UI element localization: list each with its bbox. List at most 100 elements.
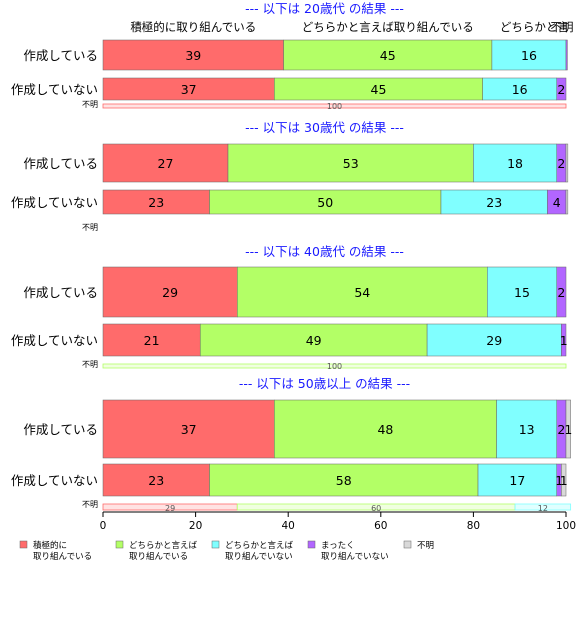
data-label: 1 <box>560 333 568 348</box>
x-tick-label: 0 <box>100 520 107 532</box>
bar-segment <box>283 39 493 71</box>
x-tick-label: 20 <box>189 520 202 532</box>
bar-segment <box>561 463 567 497</box>
row-label: 作成している <box>23 285 98 300</box>
data-label: 1 <box>555 473 563 488</box>
data-label: 29 <box>486 333 502 348</box>
data-label: 23 <box>148 195 164 210</box>
bar-segment <box>565 143 569 183</box>
bar-segment <box>209 463 479 497</box>
header-label: 不明 <box>551 20 574 34</box>
data-label: 100 <box>327 102 342 111</box>
bar-segment <box>556 266 567 318</box>
x-tick-label: 100 <box>556 520 576 532</box>
legend-swatch <box>403 540 412 549</box>
bar-segment <box>496 399 557 459</box>
legend-label: どちらかと言えば <box>225 540 294 551</box>
legend-label: 不明 <box>417 541 434 551</box>
data-label: 1 <box>564 422 572 437</box>
data-label: 18 <box>507 156 523 171</box>
legend-swatch <box>115 540 124 549</box>
data-label: 4 <box>553 195 561 210</box>
bar-segment <box>102 323 201 357</box>
data-label: 27 <box>158 156 174 171</box>
bar-segment <box>199 323 428 357</box>
data-label: 23 <box>148 473 164 488</box>
data-label: 48 <box>377 422 393 437</box>
bar-segment <box>237 266 488 318</box>
panel-title: --- 以下は 20歳代 の結果 --- <box>245 1 404 16</box>
header-label: どちらかと言 <box>500 20 569 34</box>
bar-segment <box>487 266 557 318</box>
row-label: 作成している <box>23 48 98 63</box>
data-label: 2 <box>557 422 565 437</box>
data-label: 50 <box>317 195 333 210</box>
row-label: 作成していない <box>11 195 98 210</box>
data-label: 53 <box>343 156 359 171</box>
legend-label: 取り組んでいない <box>321 551 389 562</box>
header-label: 積極的に取り組んでいる <box>130 20 256 34</box>
data-label: 54 <box>354 285 370 300</box>
row-label: 不明 <box>82 500 98 509</box>
data-label: 16 <box>521 48 537 63</box>
data-label: 29 <box>162 285 178 300</box>
bar-segment <box>274 399 497 459</box>
panel-title: --- 以下は 30歳代 の結果 --- <box>245 120 404 135</box>
x-tick-label: 60 <box>374 520 387 532</box>
row-label: 作成していない <box>11 82 98 97</box>
data-label: 39 <box>185 48 201 63</box>
data-label: 2 <box>557 82 565 97</box>
data-label: 29 <box>165 504 175 513</box>
bar-segment <box>565 189 569 215</box>
data-label: 37 <box>181 82 197 97</box>
data-label: 21 <box>144 333 160 348</box>
legend-label: どちらかと言えば <box>129 540 198 551</box>
data-label: 60 <box>371 504 381 513</box>
row-label: 不明 <box>82 223 98 232</box>
legend-label: まったく <box>321 541 355 551</box>
legend-label: 積極的に <box>33 540 67 551</box>
data-label: 12 <box>538 504 548 513</box>
bar-segment <box>102 266 238 318</box>
x-tick-label: 80 <box>467 520 480 532</box>
data-label: 45 <box>380 48 396 63</box>
bar-segment <box>514 503 572 511</box>
row-label: 作成していない <box>11 333 98 348</box>
bar-segment <box>565 399 571 459</box>
data-label: 15 <box>514 285 530 300</box>
bar-segment <box>561 323 567 357</box>
bar-segment <box>426 323 562 357</box>
bar-segment <box>477 463 557 497</box>
bar-segment <box>227 143 474 183</box>
data-label: 37 <box>181 422 197 437</box>
bar-segment <box>102 103 567 109</box>
bar-segment <box>102 363 567 369</box>
data-label: 58 <box>336 473 352 488</box>
x-tick-label: 40 <box>282 520 295 532</box>
panel-title: --- 以下は 40歳代 の結果 --- <box>245 244 404 259</box>
bar-segment <box>102 189 210 215</box>
data-label: 49 <box>306 333 322 348</box>
data-label: 23 <box>486 195 502 210</box>
legend-label: 取り組んでいない <box>225 551 293 562</box>
legend-swatch <box>307 540 316 549</box>
data-label: 100 <box>327 362 342 371</box>
data-label: 2 <box>557 285 565 300</box>
legend-label: 取り組んでいる <box>129 551 188 562</box>
row-label: 作成していない <box>11 473 98 488</box>
bar-segment <box>565 39 568 71</box>
data-label: 17 <box>509 473 525 488</box>
row-label: 不明 <box>82 360 98 369</box>
data-label: 13 <box>519 422 535 437</box>
legend-swatch <box>19 540 28 549</box>
data-label: 2 <box>557 156 565 171</box>
bar-segment <box>102 399 275 459</box>
bar-segment <box>473 143 557 183</box>
row-label: 作成している <box>23 422 98 437</box>
data-label: 45 <box>371 82 387 97</box>
legend-swatch <box>211 540 220 549</box>
panel-title: --- 以下は 50歳以上 の結果 --- <box>239 376 410 391</box>
data-label: 16 <box>512 82 528 97</box>
header-label: どちらかと言えば取り組んでいる <box>302 20 474 34</box>
